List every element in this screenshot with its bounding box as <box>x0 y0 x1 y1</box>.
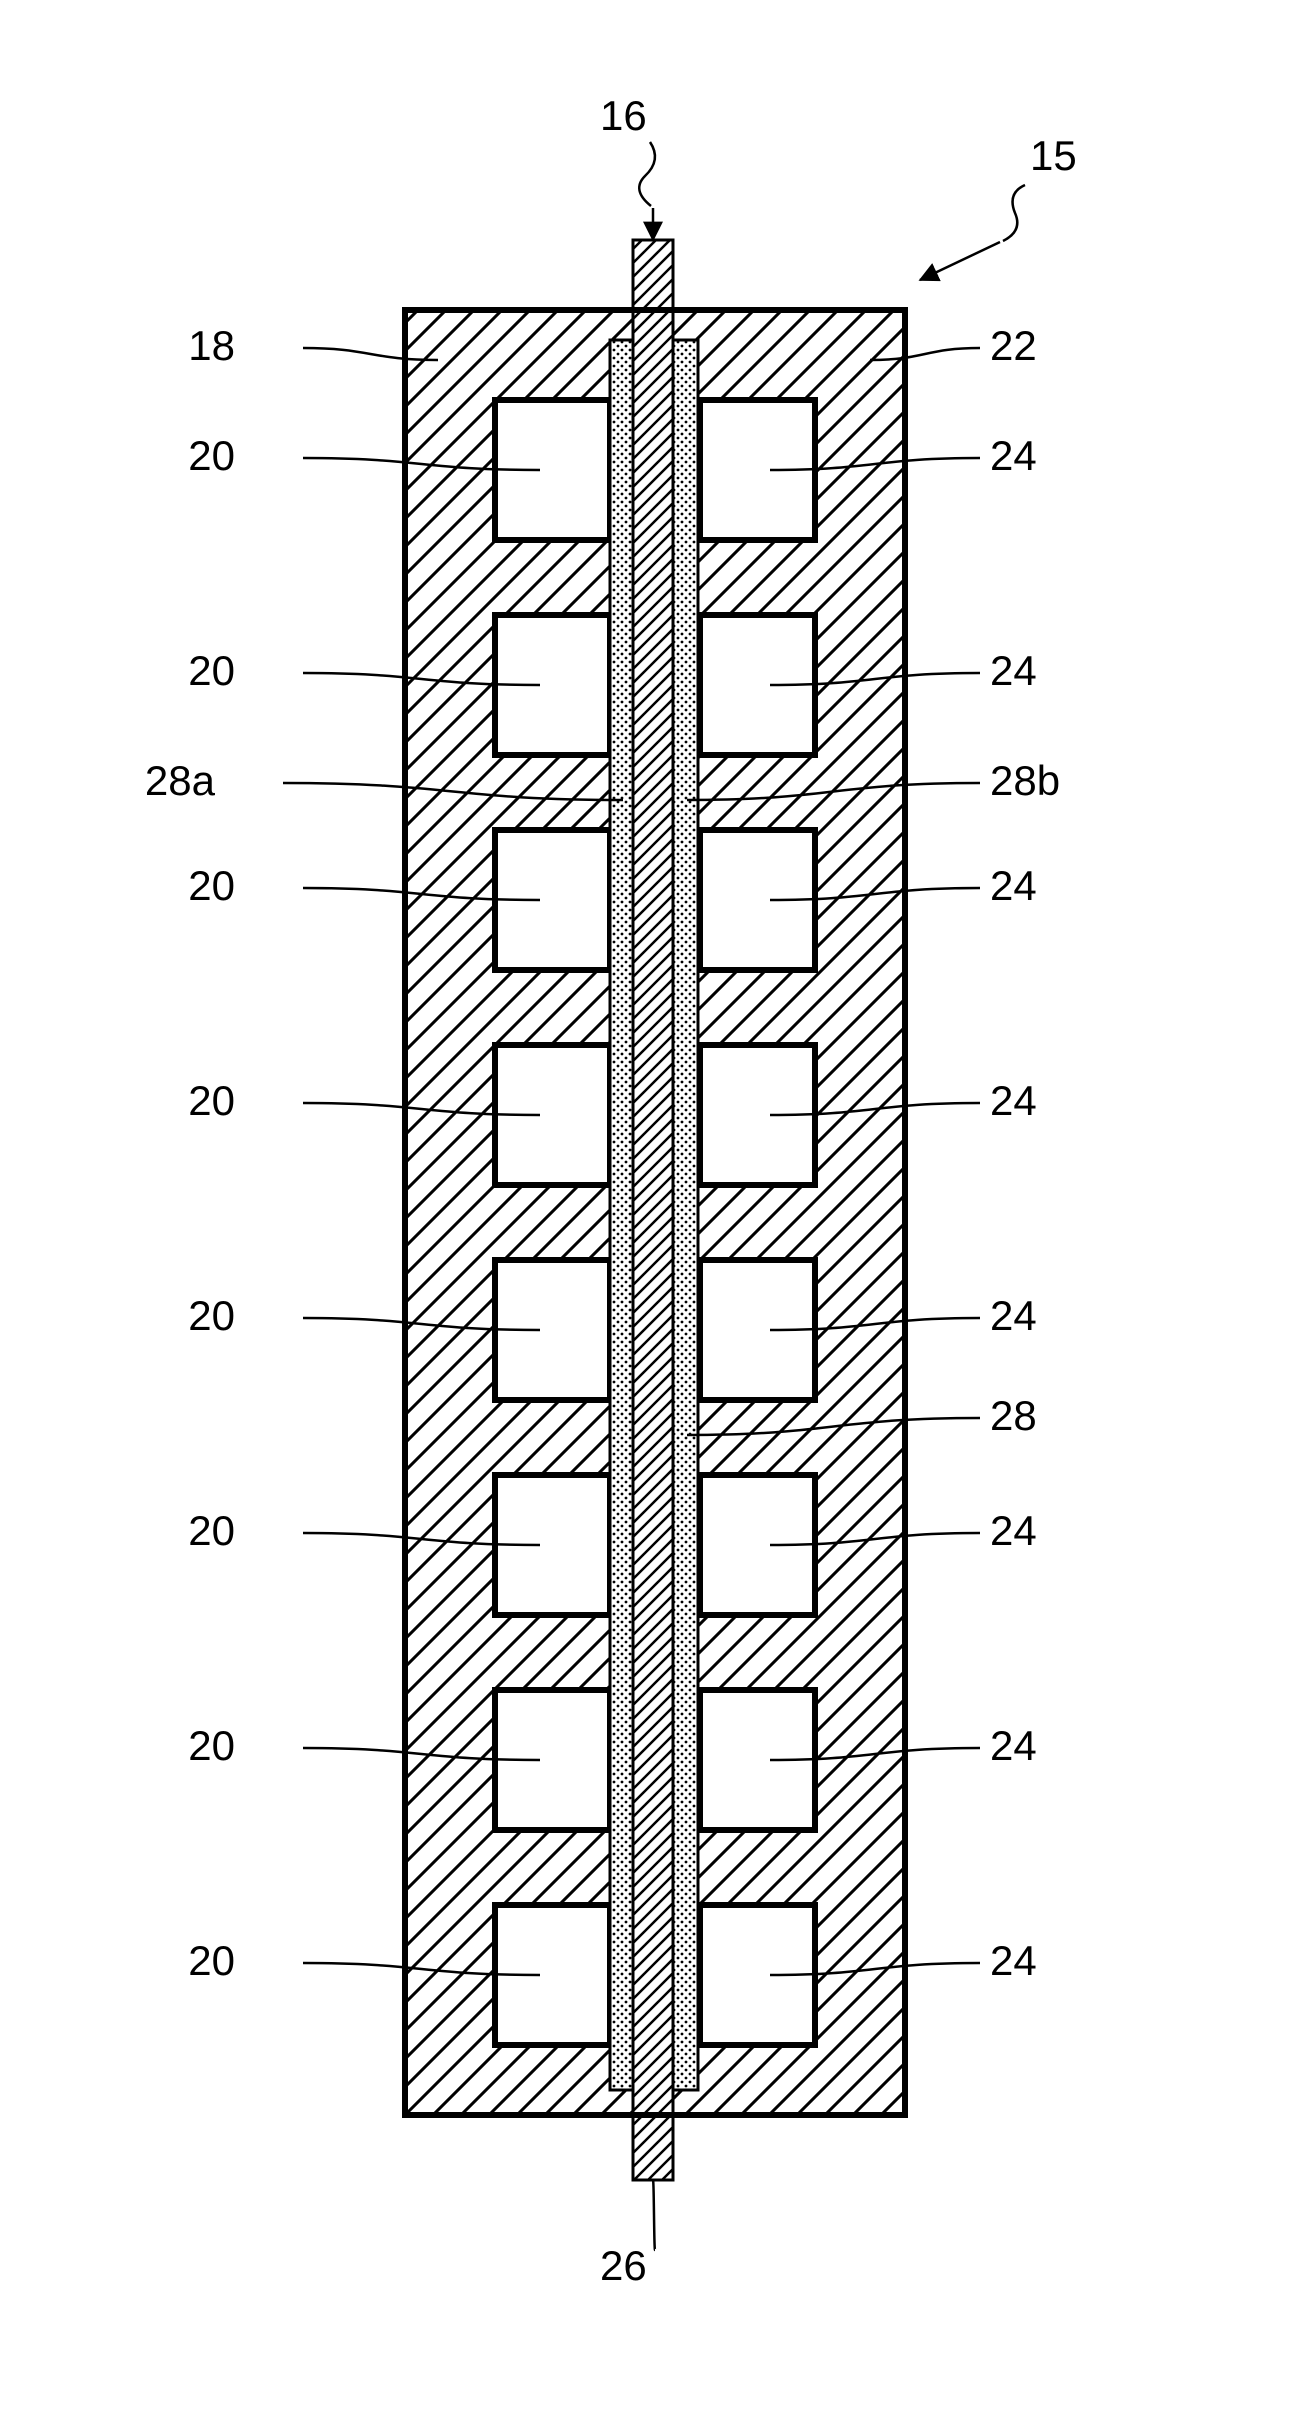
label-20: 20 <box>188 647 235 694</box>
label-24: 24 <box>990 862 1037 909</box>
label-26: 26 <box>600 2242 647 2289</box>
label-16: 16 <box>600 92 647 139</box>
label-24: 24 <box>990 1077 1037 1124</box>
label-22: 22 <box>990 322 1037 369</box>
assembly <box>405 240 905 2180</box>
label-28: 28 <box>990 1392 1037 1439</box>
label-24: 24 <box>990 432 1037 479</box>
label-20: 20 <box>188 1507 235 1554</box>
label-28b: 28b <box>990 757 1060 804</box>
label-24: 24 <box>990 1507 1037 1554</box>
label-20: 20 <box>188 432 235 479</box>
label-20: 20 <box>188 1937 235 1984</box>
label-18: 18 <box>188 322 235 369</box>
label-15: 15 <box>1030 132 1077 179</box>
label-24: 24 <box>990 1292 1037 1339</box>
label-20: 20 <box>188 862 235 909</box>
label-leader <box>653 2180 655 2250</box>
label-24: 24 <box>990 1937 1037 1984</box>
layer-28a <box>610 340 635 2090</box>
label-24: 24 <box>990 647 1037 694</box>
label-24: 24 <box>990 1722 1037 1769</box>
label-28a: 28a <box>145 757 216 804</box>
label-20: 20 <box>188 1722 235 1769</box>
center-strip <box>633 240 673 2180</box>
technical-diagram: 18 20 20 28a 20 20 20 20 20 20 22 24 24 28b 24 24 24 28 24… <box>0 0 1297 2423</box>
layer-28b <box>673 340 698 2090</box>
label-20: 20 <box>188 1292 235 1339</box>
label-20: 20 <box>188 1077 235 1124</box>
